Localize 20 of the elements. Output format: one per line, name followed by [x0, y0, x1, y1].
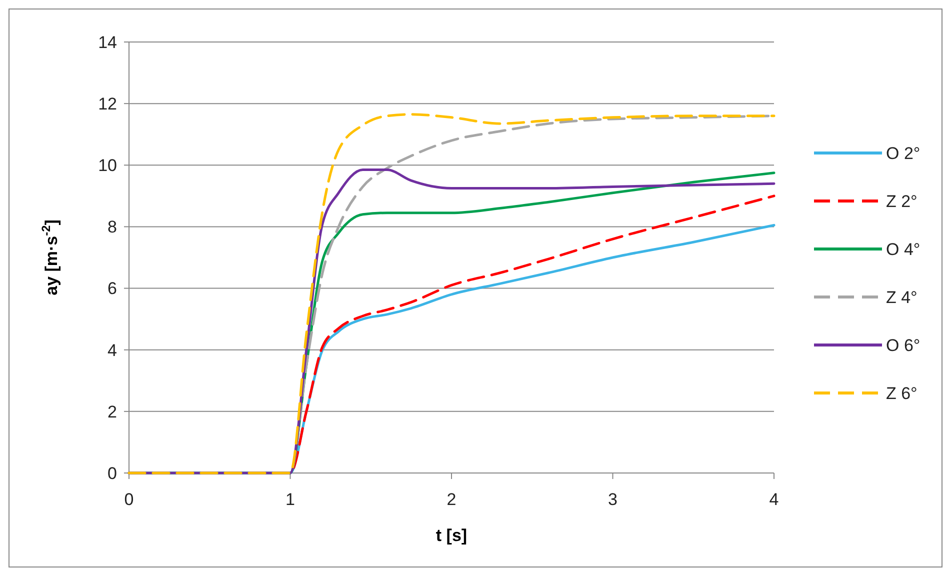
- y-tick-label: 2: [108, 402, 117, 422]
- y-tick-label: 14: [98, 32, 117, 52]
- x-tick-label: 1: [286, 490, 295, 509]
- legend-label: Z 4°: [886, 288, 918, 307]
- x-axis-title: t [s]: [436, 526, 468, 545]
- legend-label: O 4°: [886, 240, 920, 259]
- x-tick-label: 2: [446, 490, 456, 509]
- legend-label: Z 6°: [886, 384, 918, 403]
- legend-label: O 2°: [886, 144, 920, 163]
- legend-label: Z 2°: [886, 192, 918, 211]
- y-tick-label: 12: [98, 94, 117, 114]
- y-tick-label: 6: [108, 279, 117, 298]
- y-tick-label: 0: [108, 464, 117, 483]
- y-tick-label: 4: [108, 340, 117, 360]
- x-tick-label: 0: [124, 490, 134, 509]
- x-tick-label: 3: [608, 490, 618, 509]
- y-tick-label: 8: [108, 218, 117, 237]
- x-tick-label: 4: [769, 490, 779, 509]
- y-tick-label: 10: [98, 156, 117, 176]
- legend-label: O 6°: [886, 336, 920, 355]
